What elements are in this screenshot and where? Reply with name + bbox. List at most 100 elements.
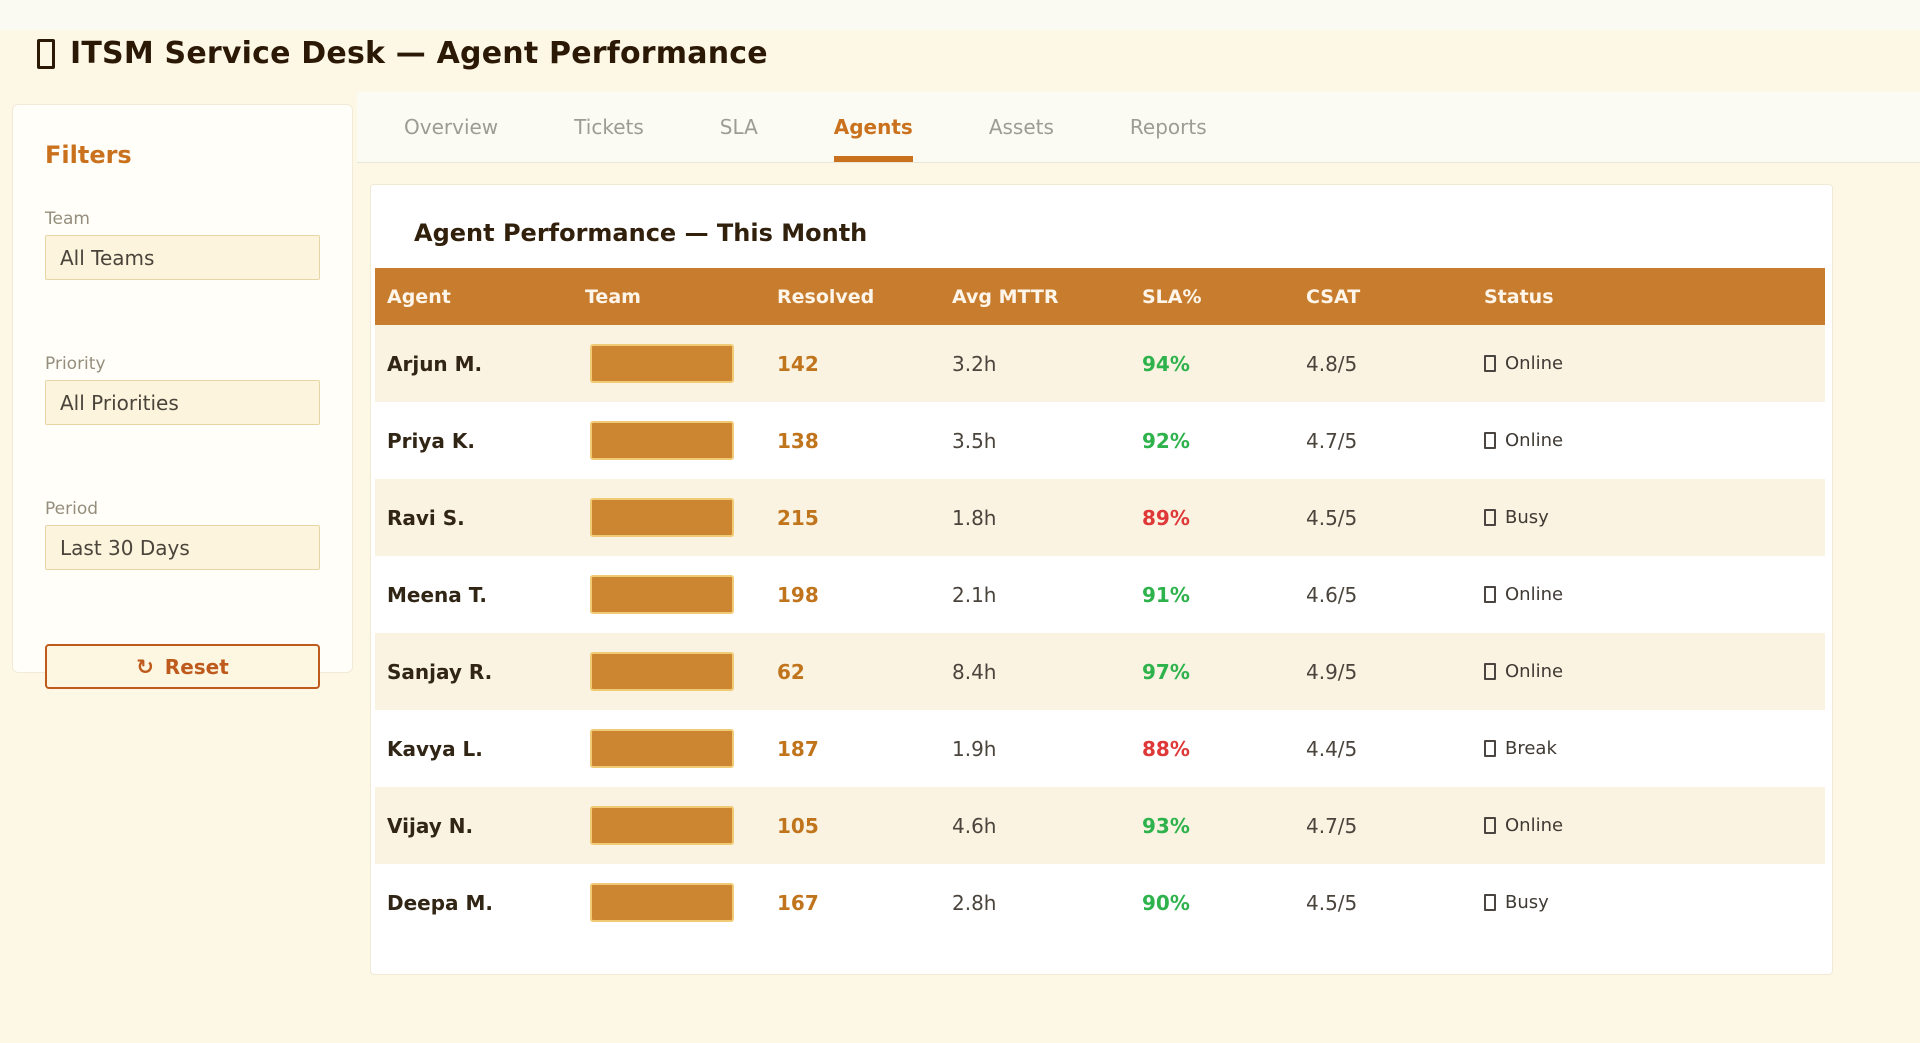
status-cell: Break [1484, 738, 1825, 759]
status-missing-glyph-icon [1484, 586, 1496, 603]
team-badge [590, 729, 734, 768]
sla-value: 91% [1142, 582, 1190, 607]
resolved-count: 138 [777, 428, 819, 453]
status-missing-glyph-icon [1484, 740, 1496, 757]
tab-assets[interactable]: Assets [988, 115, 1054, 139]
table-row: Priya K. 138 3.5h 92% 4.7/5 Online [375, 402, 1825, 479]
csat-value: 4.7/5 [1306, 428, 1358, 453]
reset-label: Reset [164, 654, 229, 679]
team-badge [590, 883, 734, 922]
team-cell [585, 806, 777, 845]
csat-value: 4.5/5 [1306, 505, 1358, 530]
status-label: Online [1505, 430, 1564, 451]
team-badge [590, 806, 734, 845]
table-row: Deepa M. 167 2.8h 90% 4.5/5 Busy [375, 864, 1825, 941]
agent-name: Kavya L. [387, 736, 483, 761]
csat-value: 4.6/5 [1306, 582, 1358, 607]
tab-agents[interactable]: Agents [833, 92, 913, 162]
table-header-row: Agent Team Resolved Avg MTTR SLA% CSAT Status [375, 268, 1825, 325]
resolved-count: 187 [777, 736, 819, 761]
status-cell: Online [1484, 815, 1825, 836]
resolved-count: 142 [777, 351, 819, 376]
team-cell [585, 421, 777, 460]
csat-value: 4.8/5 [1306, 351, 1358, 376]
priority-select[interactable]: All Priorities [45, 380, 320, 425]
resolved-count: 62 [777, 659, 805, 684]
resolved-count: 167 [777, 890, 819, 915]
agent-name: Deepa M. [387, 890, 494, 915]
agent-name: Ravi S. [387, 505, 465, 530]
status-cell: Online [1484, 661, 1825, 682]
avg-mttr-value: 1.8h [952, 505, 997, 530]
csat-value: 4.4/5 [1306, 736, 1358, 761]
sla-value: 89% [1142, 505, 1190, 530]
status-cell: Busy [1484, 507, 1825, 528]
sla-value: 97% [1142, 659, 1190, 684]
team-badge [590, 575, 734, 614]
avg-mttr-value: 3.2h [952, 351, 997, 376]
team-cell [585, 652, 777, 691]
column-header-team: Team [585, 285, 641, 308]
resolved-count: 198 [777, 582, 819, 607]
agent-table: Agent Team Resolved Avg MTTR SLA% CSAT Status … [375, 268, 1825, 941]
filter-label-period: Period [45, 499, 99, 519]
team-badge [590, 652, 734, 691]
tab-sla[interactable]: SLA [719, 115, 758, 139]
sla-value: 92% [1142, 428, 1190, 453]
team-cell [585, 729, 777, 768]
filter-field-team: Team All Teams [45, 209, 320, 280]
status-missing-glyph-icon [1484, 432, 1496, 449]
team-badge [590, 498, 734, 537]
filters-panel: Filters Team All Teams Priority All Priorit… [12, 104, 353, 689]
status-label: Online [1505, 584, 1564, 605]
csat-value: 4.9/5 [1306, 659, 1358, 684]
column-header-sla-: SLA% [1142, 285, 1202, 308]
status-label: Busy [1505, 507, 1549, 528]
table-row: Sanjay R. 62 8.4h 97% 4.9/5 Online [375, 633, 1825, 710]
tab-bar: Overview Tickets SLA Agents Assets Reports [357, 92, 1920, 163]
team-badge [590, 421, 734, 460]
csat-value: 4.5/5 [1306, 890, 1358, 915]
period-select[interactable]: Last 30 Days [45, 525, 320, 570]
status-missing-glyph-icon [1484, 509, 1496, 526]
reset-button[interactable]: ↻ Reset [45, 644, 320, 689]
card-title: Agent Performance — This Month [414, 219, 868, 247]
filters-heading: Filters [45, 141, 132, 169]
avg-mttr-value: 8.4h [952, 659, 997, 684]
avg-mttr-value: 4.6h [952, 813, 997, 838]
reset-icon: ↻ [136, 654, 154, 679]
status-missing-glyph-icon [1484, 663, 1496, 680]
column-header-csat: CSAT [1306, 285, 1361, 308]
status-label: Online [1505, 661, 1564, 682]
sla-value: 94% [1142, 351, 1190, 376]
sla-value: 90% [1142, 890, 1190, 915]
team-badge [590, 344, 734, 383]
tab-reports[interactable]: Reports [1129, 115, 1207, 139]
team-cell [585, 498, 777, 537]
page-title-text: ITSM Service Desk — Agent Performance [70, 36, 768, 71]
team-select[interactable]: All Teams [45, 235, 320, 280]
csat-value: 4.7/5 [1306, 813, 1358, 838]
status-missing-glyph-icon [1484, 355, 1496, 372]
status-cell: Busy [1484, 892, 1825, 913]
status-cell: Online [1484, 584, 1825, 605]
resolved-count: 105 [777, 813, 819, 838]
column-header-resolved: Resolved [777, 285, 875, 308]
table-row: Ravi S. 215 1.8h 89% 4.5/5 Busy [375, 479, 1825, 556]
column-header-status: Status [1484, 285, 1554, 308]
tab-overview[interactable]: Overview [404, 115, 499, 139]
status-missing-glyph-icon [1484, 894, 1496, 911]
filter-field-period: Period Last 30 Days [45, 499, 320, 570]
agent-name: Arjun M. [387, 351, 483, 376]
team-cell [585, 883, 777, 922]
status-missing-glyph-icon [1484, 817, 1496, 834]
team-cell [585, 344, 777, 383]
avg-mttr-value: 1.9h [952, 736, 997, 761]
table-row: Vijay N. 105 4.6h 93% 4.7/5 Online [375, 787, 1825, 864]
filter-label-priority: Priority [45, 354, 106, 374]
status-label: Online [1505, 353, 1564, 374]
filter-label-team: Team [45, 209, 90, 229]
table-row: Kavya L. 187 1.9h 88% 4.4/5 Break [375, 710, 1825, 787]
sla-value: 88% [1142, 736, 1190, 761]
tab-tickets[interactable]: Tickets [574, 115, 644, 139]
